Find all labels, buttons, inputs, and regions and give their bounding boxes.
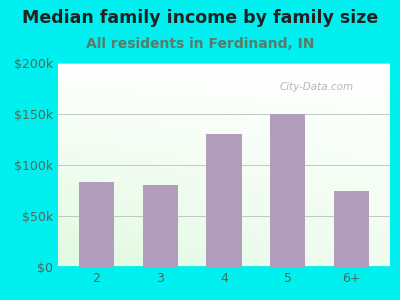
Text: Median family income by family size: Median family income by family size <box>22 9 378 27</box>
Bar <box>206 134 242 267</box>
Text: City-Data.com: City-Data.com <box>280 82 354 92</box>
Text: All residents in Ferdinand, IN: All residents in Ferdinand, IN <box>86 38 314 52</box>
Bar <box>334 190 369 267</box>
Bar <box>142 185 178 267</box>
Bar <box>270 114 306 267</box>
Bar <box>79 182 114 267</box>
